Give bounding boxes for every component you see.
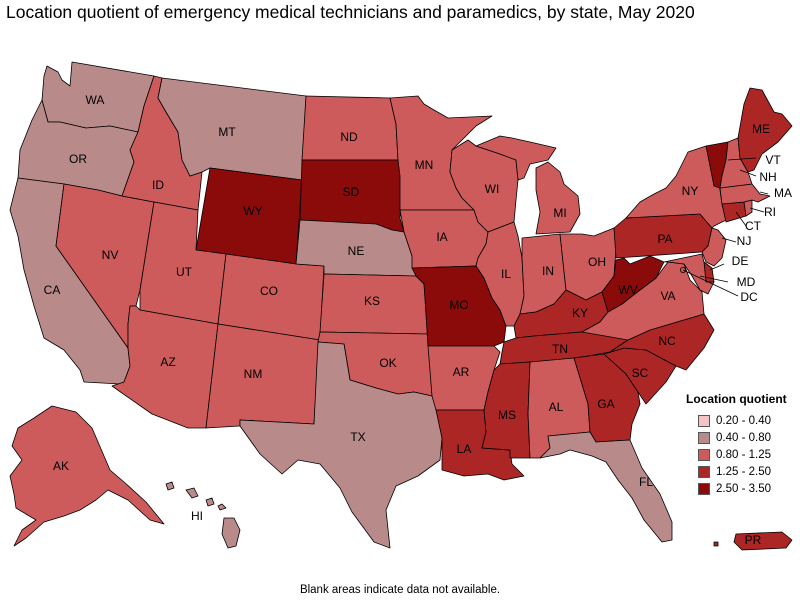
state-label-dc: DC [740, 290, 758, 304]
state-label-tx: TX [350, 430, 365, 444]
state-label-ak: AK [53, 459, 69, 473]
state-label-az: AZ [160, 355, 175, 369]
state-label-ne: NE [348, 244, 365, 258]
legend-label: 2.50 - 3.50 [716, 483, 771, 495]
state-label-co: CO [260, 284, 278, 298]
state-fl[interactable] [539, 431, 673, 543]
state-ak[interactable] [9, 405, 165, 547]
state-label-ca: CA [44, 283, 61, 297]
state-label-la: LA [457, 442, 472, 456]
state-label-me: ME [752, 122, 770, 136]
state-label-mn: MN [415, 158, 434, 172]
state-label-wi: WI [485, 182, 500, 196]
state-label-de: DE [732, 254, 749, 268]
state-label-ar: AR [453, 365, 470, 379]
legend-item: 0.80 - 1.25 [698, 448, 771, 462]
state-label-pr: PR [745, 533, 762, 547]
state-label-nv: NV [102, 248, 119, 262]
state-mi[interactable] [475, 135, 581, 235]
legend-label: 0.80 - 1.25 [716, 449, 771, 461]
legend-title: Location quotient [686, 392, 787, 406]
footnote: Blank areas indicate data not available. [299, 584, 501, 596]
legend-swatch [698, 432, 710, 444]
state-label-sd: SD [343, 185, 360, 199]
state-label-pa: PA [657, 232, 672, 246]
state-label-id: ID [152, 178, 164, 192]
state-ma[interactable] [719, 183, 771, 205]
state-label-ri: RI [764, 205, 776, 219]
state-label-hi: HI [191, 509, 203, 523]
state-label-vt: VT [765, 153, 781, 167]
state-ct[interactable] [721, 201, 747, 223]
legend-label: 0.20 - 0.40 [716, 415, 771, 427]
legend-item: 0.20 - 0.40 [698, 414, 771, 428]
state-label-nc: NC [658, 334, 676, 348]
state-label-ok: OK [379, 356, 396, 370]
state-label-in: IN [542, 264, 554, 278]
state-label-wy: WY [243, 204, 262, 218]
state-label-al: AL [549, 400, 564, 414]
state-label-ia: IA [436, 230, 447, 244]
legend-item: 2.50 - 3.50 [698, 482, 771, 496]
state-nm[interactable] [205, 323, 321, 429]
legend-swatch [698, 415, 710, 427]
map-title: Location quotient of emergency medical t… [6, 2, 695, 22]
state-label-ma: MA [774, 186, 792, 200]
state-label-ky: KY [572, 306, 588, 320]
legend-label: 0.40 - 0.80 [716, 432, 771, 444]
state-label-tn: TN [552, 342, 568, 356]
legend-item: 1.25 - 2.50 [698, 465, 771, 479]
legend-item: 0.40 - 0.80 [698, 431, 771, 445]
state-hi[interactable] [165, 481, 241, 549]
state-label-va: VA [660, 289, 675, 303]
state-md[interactable] [663, 253, 715, 295]
state-label-mi: MI [553, 206, 566, 220]
state-label-or: OR [69, 152, 87, 166]
state-me[interactable] [737, 87, 793, 173]
state-label-wa: WA [86, 93, 105, 107]
state-label-ga: GA [597, 397, 614, 411]
state-labels: WA OR CA NV ID MT WY UT AZ CO NM ND SD NE KS OK TX MN IA MO… [44, 93, 792, 547]
callout-lines [682, 157, 769, 297]
state-label-nd: ND [340, 130, 358, 144]
state-label-ks: KS [364, 294, 380, 308]
state-label-wv: WV [618, 283, 637, 297]
state-label-ut: UT [176, 265, 193, 279]
state-label-ny: NY [682, 184, 699, 198]
state-nj[interactable] [701, 227, 727, 267]
state-nd[interactable] [301, 95, 399, 161]
state-label-nm: NM [244, 367, 263, 381]
state-label-oh: OH [588, 255, 606, 269]
legend-swatch [698, 449, 710, 461]
state-label-nj: NJ [737, 234, 752, 248]
state-il[interactable] [475, 221, 525, 327]
legend-label: 1.25 - 2.50 [716, 466, 771, 478]
state-label-ct: CT [745, 219, 762, 233]
state-pr[interactable] [713, 531, 793, 551]
state-wv[interactable] [601, 255, 665, 313]
state-label-md: MD [737, 275, 756, 289]
state-label-sc: SC [632, 366, 649, 380]
state-label-mt: MT [218, 125, 236, 139]
state-label-nh: NH [759, 170, 776, 184]
state-tx[interactable] [239, 341, 443, 549]
state-label-il: IL [501, 267, 511, 281]
state-label-fl: FL [639, 475, 653, 489]
legend-swatch [698, 483, 710, 495]
state-label-mo: MO [449, 298, 468, 312]
state-label-ms: MS [498, 408, 516, 422]
legend-swatch [698, 466, 710, 478]
